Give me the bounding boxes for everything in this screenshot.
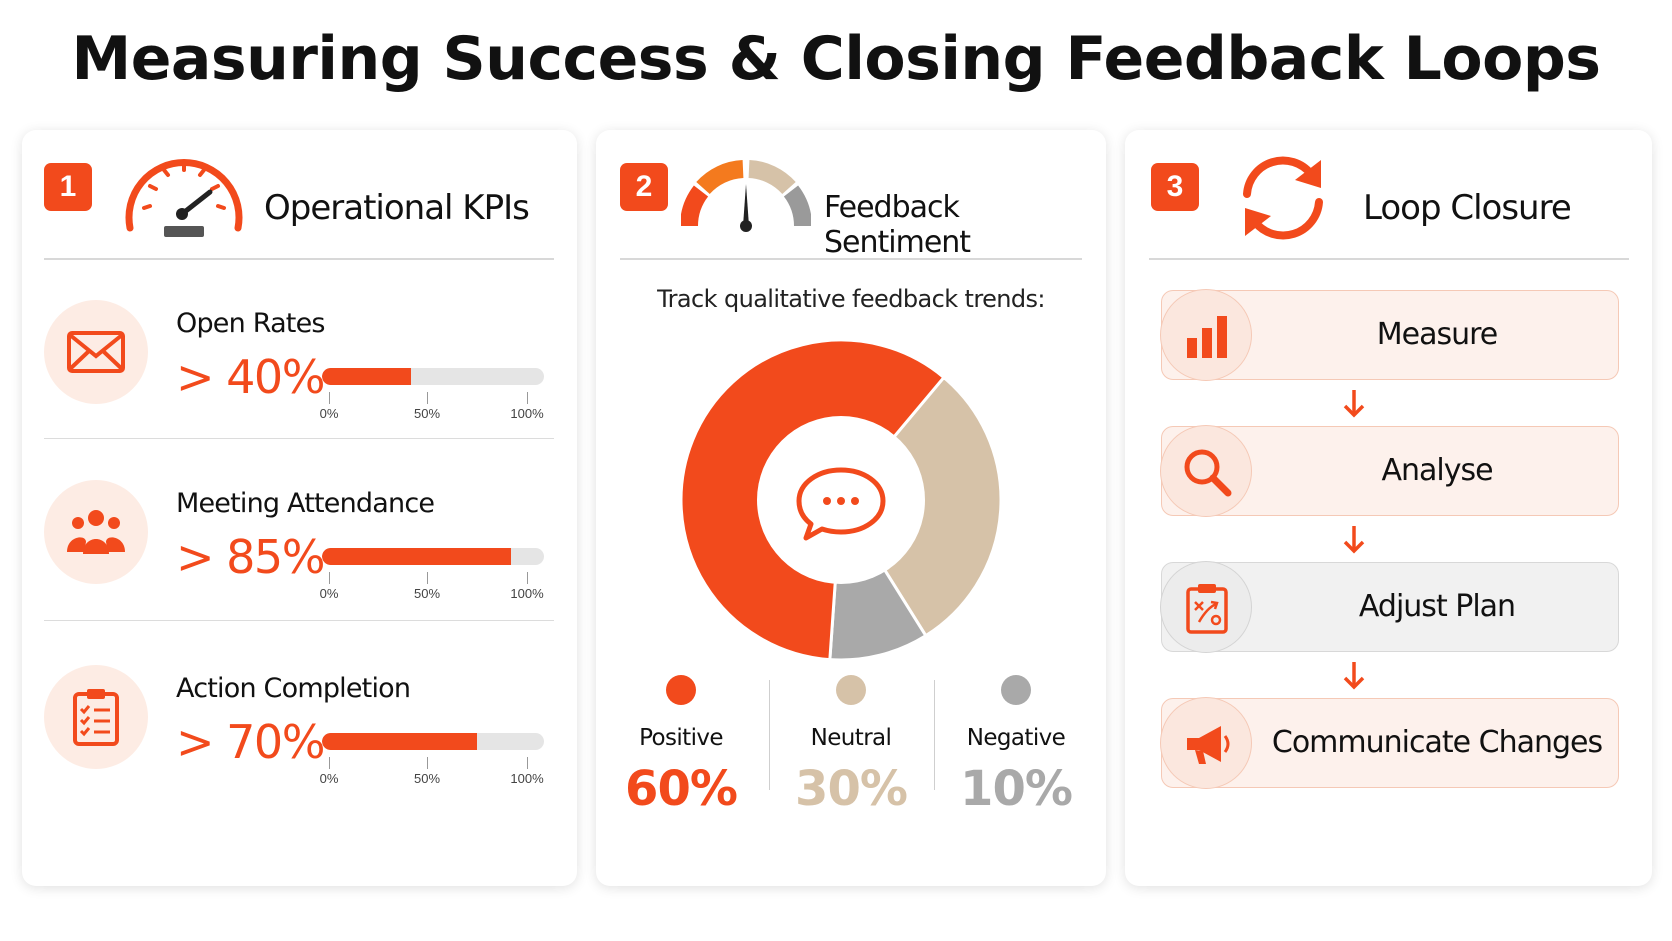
step-label: Adjust Plan <box>1358 589 1516 624</box>
legend-negative: Negative 10% <box>941 675 1091 817</box>
refresh-cycle-icon <box>1243 156 1323 240</box>
kpi-label: Open Rates <box>176 308 325 339</box>
legend-separator <box>769 680 770 790</box>
operational-kpis-panel: 1 Operational KPIs Open Rates > 40% <box>22 130 577 886</box>
divider <box>1149 258 1629 260</box>
kpi-progress-fill <box>322 733 478 750</box>
gauge-icon <box>681 160 811 232</box>
step-adjust-plan: Adjust Plan <box>1160 561 1619 653</box>
kpi-open-rates: Open Rates > 40% 0% 50% 100% <box>22 290 577 440</box>
scale-tick <box>527 572 528 584</box>
kpi-value: > 85% <box>176 530 325 584</box>
kpi-icon-circle <box>44 480 148 584</box>
arrow-down-icon <box>1343 526 1365 554</box>
magnifier-icon <box>1184 449 1232 497</box>
step-analyse: Analyse <box>1160 425 1619 517</box>
panel-title: Feedback Sentiment <box>824 190 971 260</box>
kpi-meeting-attendance: Meeting Attendance > 85% 0% 50% 100% <box>22 470 577 620</box>
legend-value: 10% <box>960 761 1073 817</box>
kpi-value: > 40% <box>176 350 325 404</box>
scale-label: 0% <box>319 771 339 786</box>
step-communicate-changes: Communicate Changes <box>1160 697 1619 789</box>
kpi-progress-fill <box>322 548 511 565</box>
scale-label: 100% <box>510 586 544 601</box>
panel-number-badge: 3 <box>1151 163 1199 211</box>
page-title: Measuring Success & Closing Feedback Loo… <box>71 24 1601 94</box>
arrow-down-icon <box>1343 662 1365 690</box>
panel-title: Operational KPIs <box>264 188 530 228</box>
scale-tick <box>329 392 330 404</box>
kpi-progress-fill <box>322 368 411 385</box>
legend-label: Neutral <box>810 725 892 751</box>
step-icon-circle <box>1160 425 1252 517</box>
scale-tick <box>527 757 528 769</box>
scale-label: 0% <box>319 586 339 601</box>
kpi-action-completion: Action Completion > 70% 0% 50% 100% <box>22 655 577 805</box>
scale-tick <box>329 757 330 769</box>
kpi-value: > 70% <box>176 715 325 769</box>
step-label: Communicate Changes <box>1271 725 1603 760</box>
legend-value: 60% <box>625 761 738 817</box>
kpi-icon-circle <box>44 300 148 404</box>
legend-label: Positive <box>639 725 723 751</box>
kpi-label: Action Completion <box>176 673 411 704</box>
feedback-sentiment-panel: 2 Feedback Sentiment Track qualitative f… <box>596 130 1106 886</box>
loop-closure-panel: 3 Loop Closure Measure Analyse <box>1125 130 1652 886</box>
scale-label: 100% <box>510 406 544 421</box>
legend-neutral: Neutral 30% <box>776 675 926 817</box>
step-icon-circle <box>1160 561 1252 653</box>
step-label: Analyse <box>1381 453 1493 488</box>
legend-separator <box>934 680 935 790</box>
legend-dot <box>836 675 866 705</box>
kpi-icon-circle <box>44 665 148 769</box>
panel-subtitle: Track qualitative feedback trends: <box>657 285 1045 313</box>
legend-dot <box>1001 675 1031 705</box>
scale-label: 50% <box>413 406 441 421</box>
people-icon <box>67 510 125 554</box>
speedometer-icon <box>125 159 243 237</box>
scale-label: 50% <box>413 771 441 786</box>
bar-chart-icon <box>1187 316 1227 358</box>
kpi-progress-bar <box>322 548 544 565</box>
step-icon-circle <box>1160 697 1252 789</box>
legend-label: Negative <box>966 725 1066 751</box>
divider <box>620 258 1082 260</box>
panel-number-badge: 1 <box>44 163 92 211</box>
chat-bubble-icon <box>796 467 886 541</box>
kpi-progress-bar <box>322 733 544 750</box>
legend-positive: Positive 60% <box>606 675 756 817</box>
scale-tick <box>329 572 330 584</box>
kpi-progress-bar <box>322 368 544 385</box>
divider <box>44 258 554 260</box>
kpi-label: Meeting Attendance <box>176 488 435 519</box>
kpi-divider <box>44 438 554 439</box>
megaphone-icon <box>1187 726 1230 764</box>
scale-tick <box>427 757 428 769</box>
scale-label: 100% <box>510 771 544 786</box>
kpi-divider <box>44 620 554 621</box>
clipboard-plan-icon <box>1186 584 1228 634</box>
step-label: Measure <box>1376 317 1499 352</box>
envelope-icon <box>67 331 125 373</box>
arrow-down-icon <box>1343 390 1365 418</box>
checklist-icon <box>73 689 119 746</box>
scale-tick <box>527 392 528 404</box>
step-measure: Measure <box>1160 289 1619 381</box>
step-icon-circle <box>1160 289 1252 381</box>
legend-dot <box>666 675 696 705</box>
scale-tick <box>427 572 428 584</box>
scale-label: 0% <box>319 406 339 421</box>
sentiment-donut-chart <box>679 338 1003 662</box>
scale-tick <box>427 392 428 404</box>
scale-label: 50% <box>413 586 441 601</box>
panel-number-badge: 2 <box>620 163 668 211</box>
legend-value: 30% <box>795 761 908 817</box>
panel-title: Loop Closure <box>1363 188 1572 228</box>
